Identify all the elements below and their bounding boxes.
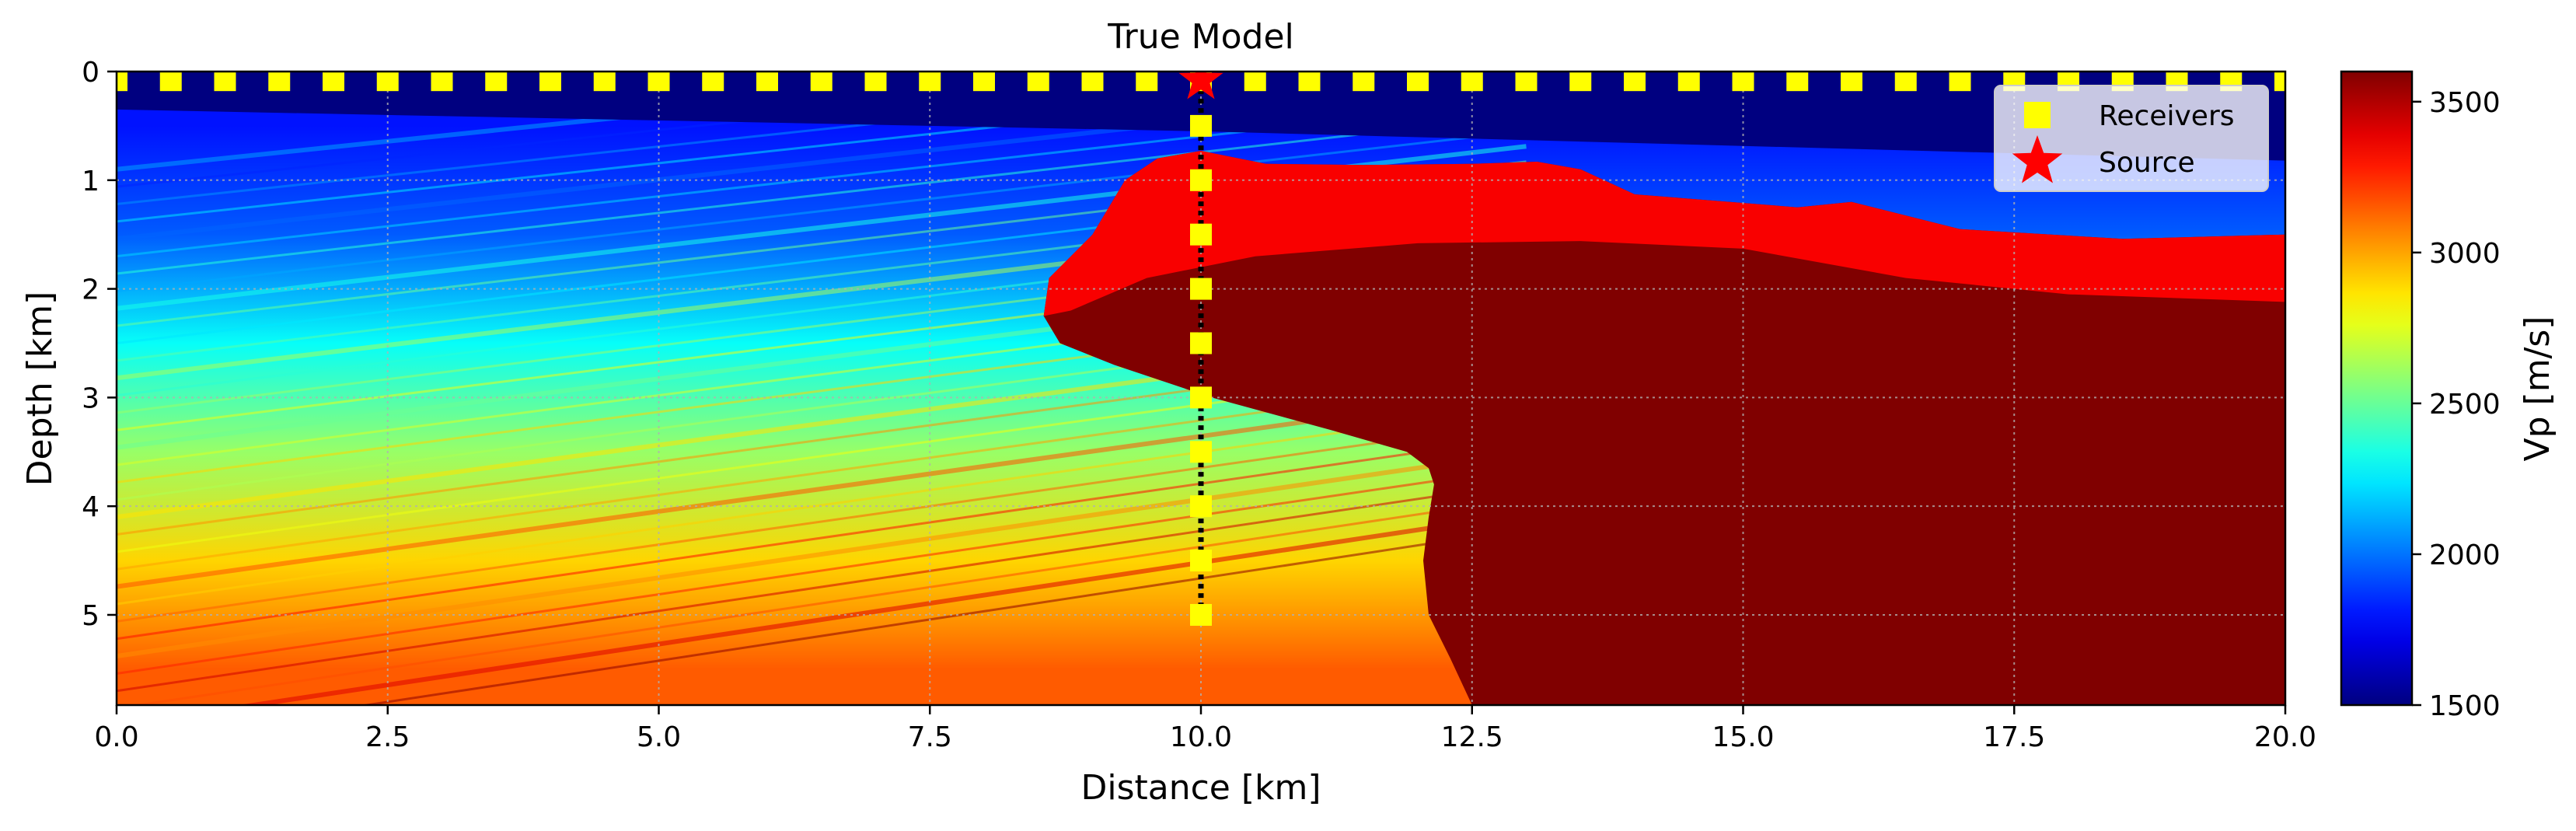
surface-receiver-marker: [1677, 72, 1700, 92]
surface-receiver-marker: [214, 72, 236, 92]
x-tick-label: 20.0: [2254, 721, 2316, 753]
x-tick-label: 12.5: [1441, 721, 1503, 753]
surface-receiver-marker: [431, 72, 453, 92]
surface-receiver-marker: [1732, 72, 1754, 92]
velocity-model-image: [117, 72, 2285, 705]
surface-receiver-marker: [593, 72, 616, 92]
colorbar: 1500 2000 2500 3000 3500 Vp [m/s]: [2340, 70, 2557, 722]
surface-receiver-marker: [1786, 72, 1809, 92]
y-tick-label: 4: [82, 491, 99, 523]
well-receiver-marker: [1190, 495, 1212, 518]
surface-receiver-marker: [376, 72, 399, 92]
colorbar-ticks: 1500 2000 2500 3000 3500: [2412, 87, 2501, 722]
surface-receiver-marker: [1027, 72, 1049, 92]
y-tick-label: 3: [82, 382, 99, 414]
sediment-streak: [117, 130, 1527, 292]
surface-receiver-marker: [1894, 72, 1917, 92]
legend-source-marker: [2012, 135, 2063, 183]
surface-receiver-marker: [117, 72, 127, 92]
well-receiver-marker: [1190, 278, 1212, 300]
sediment-streak: [117, 114, 1527, 275]
x-axis-ticks: 0.0 2.5 5.0 7.5 10.0 12.5 15.0 17.5 20.0: [94, 705, 2316, 753]
surface-receiver-marker: [1515, 72, 1538, 92]
surface-receiver-marker: [1136, 72, 1158, 92]
well-receiver-marker: [1190, 332, 1212, 354]
surface-receiver-marker: [1841, 72, 1862, 92]
x-tick-label: 17.5: [1983, 721, 2045, 753]
x-axis-label: Distance [km]: [1080, 768, 1321, 808]
source-star: [1178, 72, 1223, 100]
x-tick-label: 2.5: [365, 721, 410, 753]
legend: Receivers Source: [1994, 85, 2269, 192]
grid-lines: [117, 72, 2285, 705]
sediment-streak: [117, 466, 1527, 675]
surface-receiver-marker: [1407, 72, 1429, 92]
legend-box: [1994, 85, 2269, 192]
surface-receiver-marker: [539, 72, 561, 92]
y-tick-label: 5: [82, 600, 99, 632]
surface-receiver-marker: [1569, 72, 1592, 92]
surface-receiver-marker: [323, 72, 344, 92]
x-tick-label: 10.0: [1170, 721, 1232, 753]
surface-receiver-marker: [268, 72, 291, 92]
sediment-streak: [117, 389, 1527, 589]
well-receivers: [1190, 114, 1212, 626]
legend-source-label: Source: [2099, 147, 2195, 179]
colorbar-label: Vp [m/s]: [2518, 316, 2557, 462]
well-receiver-marker: [1190, 223, 1212, 246]
surface-receiver-marker: [1624, 72, 1646, 92]
surface-receiver-marker: [159, 72, 182, 92]
surface-receiver-marker: [810, 72, 832, 92]
colorbar-tick-label: 2000: [2429, 539, 2501, 571]
chart-title: True Model: [1107, 17, 1294, 57]
sediment-streak: [238, 511, 1527, 705]
surface-receiver-marker: [756, 72, 778, 92]
legend-receivers-label: Receivers: [2099, 100, 2235, 132]
x-tick-label: 0.0: [94, 721, 138, 753]
colorbar-tick-label: 3500: [2429, 87, 2501, 119]
sediment-streak: [117, 405, 1527, 606]
x-tick-label: 7.5: [908, 721, 952, 753]
colorbar-gradient: [2340, 70, 2414, 707]
y-axis-label: Depth [km]: [20, 292, 60, 487]
sediment-streak: [117, 435, 1527, 641]
surface-receiver-marker: [1081, 72, 1104, 92]
surface-receiver-marker: [1461, 72, 1483, 92]
surface-receiver-marker: [1949, 72, 1971, 92]
well-receiver-marker: [1190, 603, 1212, 626]
colorbar-tick-label: 3000: [2429, 238, 2501, 270]
well-receiver-marker: [1190, 386, 1212, 409]
y-axis-ticks: 0 1 2 3 4 5: [82, 57, 117, 632]
surface-receiver-marker: [1298, 72, 1321, 92]
y-tick-label: 2: [82, 274, 99, 306]
colorbar-tick-label: 1500: [2429, 690, 2501, 722]
surface-receivers: [117, 72, 2285, 92]
surface-receiver-marker: [1244, 72, 1266, 92]
well-receiver-marker: [1190, 550, 1212, 572]
sediment-streak: [117, 449, 1527, 659]
x-tick-label: 5.0: [637, 721, 681, 753]
sediment-streak: [358, 527, 1527, 705]
surface-receiver-marker: [919, 72, 941, 92]
y-tick-label: 1: [82, 166, 99, 197]
surface-receiver-marker: [485, 72, 508, 92]
surface-receiver-marker: [864, 72, 887, 92]
sediment-streak: [117, 421, 1527, 623]
colorbar-tick-label: 2500: [2429, 389, 2501, 421]
salt-carapace: [1043, 151, 2285, 316]
surface-receiver-marker: [973, 72, 995, 92]
x-tick-label: 15.0: [1712, 721, 1774, 753]
well-receiver-marker: [1190, 114, 1212, 137]
y-tick-label: 0: [82, 57, 99, 89]
surface-receiver-marker: [2274, 72, 2285, 92]
surface-receiver-marker: [1353, 72, 1375, 92]
well-receiver-marker: [1190, 441, 1212, 463]
sediment-streak: [117, 481, 1527, 693]
sediment-streak: [130, 497, 1527, 705]
well-receiver-marker: [1190, 169, 1212, 191]
surface-receiver-marker: [702, 72, 724, 92]
legend-receiver-marker: [2024, 102, 2051, 128]
surface-receiver-marker: [647, 72, 670, 92]
